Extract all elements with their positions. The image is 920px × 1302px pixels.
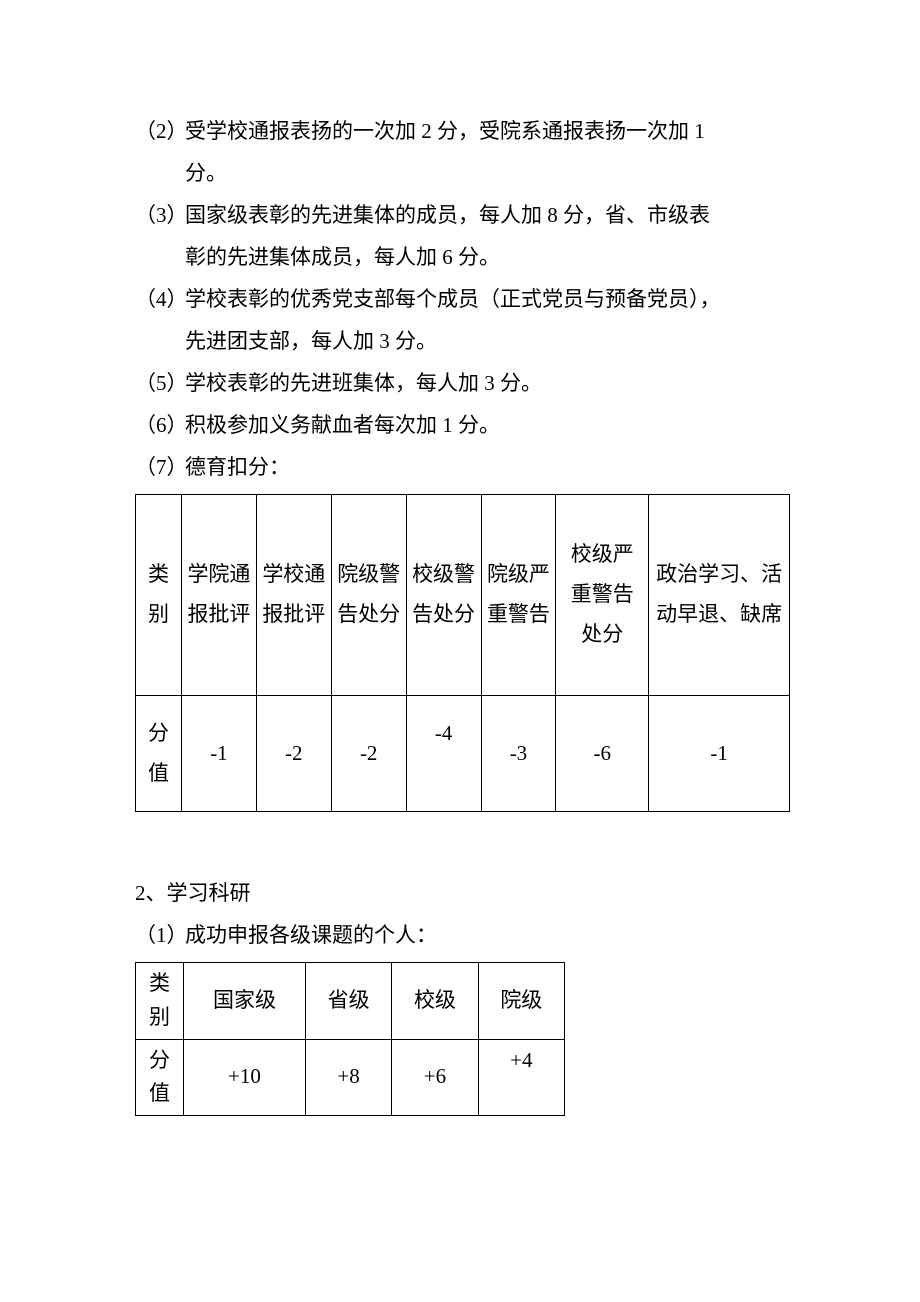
item-label: （1） (135, 914, 188, 956)
table-header-row: 类别 学院通报批评 学校通报批评 院级警告处分 校级警告处分 院级严重警告 校级… (136, 495, 790, 696)
table-header-cell: 学校通报批评 (256, 495, 331, 696)
table-header-row: 类别 国家级 省级 校级 院级 (136, 963, 565, 1039)
table-header-label: 类别 (136, 495, 182, 696)
list-item-3: （3） 国家级表彰的先进集体的成员，每人加 8 分，省、市级表 彰的先进集体成员… (135, 194, 790, 278)
item-text: 成功申报各级课题的个人： (185, 914, 790, 956)
list-item-7: （7） 德育扣分： (135, 446, 790, 488)
table-value-cell: -2 (256, 695, 331, 812)
table-value-cell: +10 (184, 1039, 306, 1115)
item-text: 学校表彰的优秀党支部每个成员（正式党员与预备党员）， (185, 278, 790, 320)
item-text-cont: 彰的先进集体成员，每人加 6 分。 (185, 236, 790, 278)
list-item-5: （5） 学校表彰的先进班集体，每人加 3 分。 (135, 362, 790, 404)
item-text-cont: 分。 (185, 152, 790, 194)
deduction-table: 类别 学院通报批评 学校通报批评 院级警告处分 校级警告处分 院级严重警告 校级… (135, 494, 790, 812)
table-value-cell: -1 (182, 695, 257, 812)
table-value-cell: +4 (478, 1039, 564, 1115)
table-value-row: 分值 -1 -2 -2 -4 -3 -6 -1 (136, 695, 790, 812)
table-header-cell: 院级警告处分 (331, 495, 406, 696)
item-label: （7） (135, 446, 188, 488)
table-header-cell: 院级 (478, 963, 564, 1039)
table-header-label: 类别 (136, 963, 184, 1039)
item-label: （3） (135, 194, 188, 236)
item-text: 学校表彰的先进班集体，每人加 3 分。 (185, 362, 790, 404)
table-header-cell: 院级严重警告 (481, 495, 556, 696)
research-table: 类别 国家级 省级 校级 院级 分值 +10 +8 +6 +4 (135, 962, 565, 1115)
table-value-label: 分值 (136, 1039, 184, 1115)
list-item-2: （2） 受学校通报表扬的一次加 2 分，受院系通报表扬一次加 1 分。 (135, 110, 790, 194)
table-value-row: 分值 +10 +8 +6 +4 (136, 1039, 565, 1115)
list-item-6: （6） 积极参加义务献血者每次加 1 分。 (135, 404, 790, 446)
table-header-cell: 校级警告处分 (406, 495, 481, 696)
table-value-cell: -4 (406, 695, 481, 812)
item-text-cont: 先进团支部，每人加 3 分。 (185, 320, 790, 362)
list-item-sub1: （1） 成功申报各级课题的个人： (135, 914, 790, 956)
section-heading: 2、学习科研 (135, 872, 790, 914)
item-label: （6） (135, 404, 188, 446)
table-header-cell: 国家级 (184, 963, 306, 1039)
table-value-cell: -6 (556, 695, 649, 812)
document-content: （2） 受学校通报表扬的一次加 2 分，受院系通报表扬一次加 1 分。 （3） … (135, 110, 790, 1116)
table-header-cell: 校级 (392, 963, 478, 1039)
table-value-label: 分值 (136, 695, 182, 812)
item-label: （2） (135, 110, 188, 152)
table-value-cell: -3 (481, 695, 556, 812)
item-text: 积极参加义务献血者每次加 1 分。 (185, 404, 790, 446)
item-text: 受学校通报表扬的一次加 2 分，受院系通报表扬一次加 1 (185, 110, 790, 152)
table-header-cell: 省级 (305, 963, 391, 1039)
table-header-cell: 学院通报批评 (182, 495, 257, 696)
item-text: 国家级表彰的先进集体的成员，每人加 8 分，省、市级表 (185, 194, 790, 236)
table-value-cell: +6 (392, 1039, 478, 1115)
table-header-cell: 校级严重警告处分 (556, 495, 649, 696)
table-value-cell: -2 (331, 695, 406, 812)
item-label: （5） (135, 362, 188, 404)
item-text: 德育扣分： (185, 446, 790, 488)
table-value-cell: -1 (649, 695, 790, 812)
item-label: （4） (135, 278, 188, 320)
table-value-cell: +8 (305, 1039, 391, 1115)
table-header-cell: 政治学习、活动早退、缺席 (649, 495, 790, 696)
list-item-4: （4） 学校表彰的优秀党支部每个成员（正式党员与预备党员）， 先进团支部，每人加… (135, 278, 790, 362)
